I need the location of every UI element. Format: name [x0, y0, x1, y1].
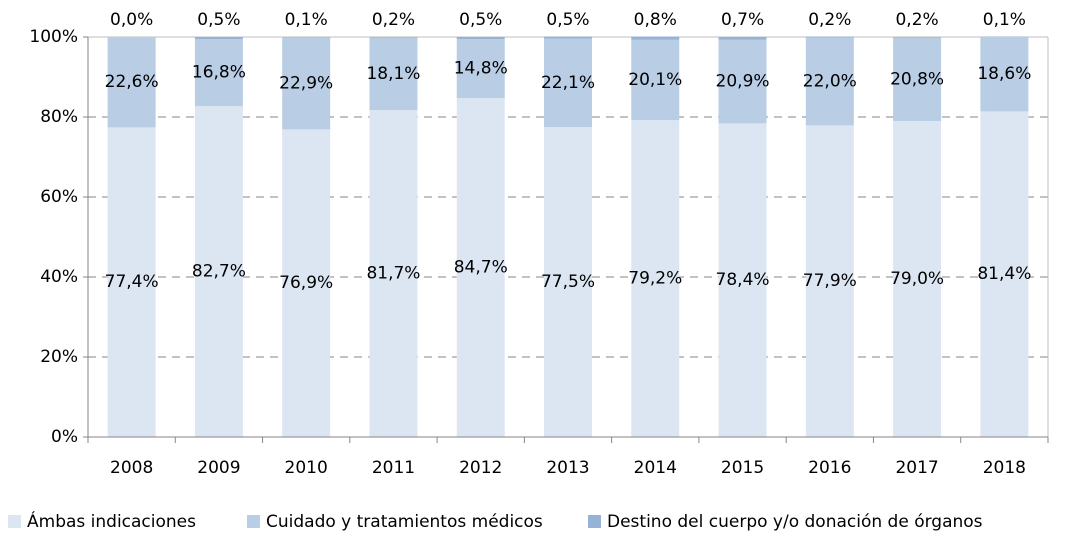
data-label: 0,5% — [459, 10, 502, 30]
data-label: 0,2% — [808, 10, 851, 30]
legend-swatch — [588, 515, 601, 528]
bar-segment — [980, 111, 1029, 438]
x-tick-label: 2011 — [372, 458, 415, 478]
bar-segment — [282, 129, 331, 437]
bar-segment — [544, 36, 592, 39]
bar-segment — [544, 127, 592, 437]
x-tick-label: 2018 — [983, 458, 1026, 478]
data-label: 20,9% — [716, 72, 770, 92]
data-label: 77,5% — [541, 272, 595, 292]
bar-segment — [456, 98, 505, 437]
bar-segment — [194, 37, 243, 39]
bar-segment — [369, 37, 418, 38]
data-label: 18,6% — [977, 64, 1031, 84]
data-label: 18,1% — [366, 64, 420, 84]
legend-label: Cuidado y tratamientos médicos — [266, 512, 543, 532]
x-tick-label: 2012 — [459, 458, 502, 478]
data-label: 22,9% — [279, 74, 333, 94]
legend-label: Ámbas indicaciones — [27, 510, 196, 532]
data-label: 77,9% — [803, 271, 857, 291]
data-label: 0,7% — [721, 10, 764, 30]
data-label: 0,0% — [110, 10, 153, 30]
data-label: 0,5% — [546, 10, 589, 30]
data-label: 82,7% — [192, 262, 246, 282]
bar-segment — [893, 37, 942, 121]
data-label: 76,9% — [279, 273, 333, 293]
bar-segment — [456, 39, 505, 99]
bar-segment — [544, 38, 592, 127]
data-label: 14,8% — [454, 59, 508, 79]
data-label: 20,1% — [628, 70, 682, 90]
bar-segment — [631, 120, 680, 437]
data-label: 84,7% — [454, 258, 508, 278]
bar-segment — [805, 37, 854, 126]
y-tick-label: 80% — [40, 107, 78, 127]
bar-segment — [631, 36, 680, 40]
x-tick-label: 2015 — [721, 458, 764, 478]
data-label: 0,2% — [372, 10, 415, 30]
y-tick-label: 0% — [51, 427, 78, 447]
x-tick-label: 2017 — [895, 458, 938, 478]
data-label: 0,2% — [895, 10, 938, 30]
bar-segment — [893, 37, 942, 38]
bar-segment — [107, 37, 156, 128]
bar-segment — [194, 106, 243, 437]
y-tick-label: 100% — [29, 27, 78, 47]
x-tick-label: 2009 — [197, 458, 240, 478]
data-label: 81,4% — [977, 264, 1031, 284]
data-label: 0,5% — [197, 10, 240, 30]
bar-segment — [194, 39, 243, 107]
bar-segment — [107, 127, 156, 438]
bar-segment — [718, 37, 767, 40]
bar-segment — [805, 125, 854, 438]
legend-swatch — [247, 515, 260, 528]
data-label: 0,8% — [634, 10, 677, 30]
legend-label: Destino del cuerpo y/o donación de órgan… — [607, 512, 983, 532]
data-label: 20,8% — [890, 69, 944, 89]
y-tick-label: 20% — [40, 347, 78, 367]
data-label: 0,1% — [285, 10, 328, 30]
bar-segment — [369, 110, 418, 437]
x-tick-label: 2010 — [285, 458, 328, 478]
bar-segment — [369, 37, 418, 111]
bar-segment — [631, 39, 680, 121]
data-label: 16,8% — [192, 63, 246, 83]
bar-segment — [456, 37, 505, 39]
x-tick-label: 2013 — [546, 458, 589, 478]
data-label: 79,0% — [890, 269, 944, 289]
data-label: 81,7% — [366, 264, 420, 284]
bar-segment — [805, 36, 854, 38]
y-tick-label: 40% — [40, 267, 78, 287]
data-label: 77,4% — [105, 272, 159, 292]
legend-swatch — [8, 515, 21, 528]
data-label: 0,1% — [983, 10, 1026, 30]
bar-segment — [282, 37, 331, 130]
y-tick-label: 60% — [40, 187, 78, 207]
x-tick-label: 2014 — [634, 458, 677, 478]
bar-segment — [980, 37, 1029, 112]
data-label: 22,6% — [105, 72, 159, 92]
bar-segment — [718, 123, 767, 438]
data-label: 22,0% — [803, 71, 857, 91]
x-tick-label: 2008 — [110, 458, 153, 478]
data-label: 22,1% — [541, 73, 595, 93]
data-label: 78,4% — [716, 270, 770, 290]
bar-segment — [893, 121, 942, 437]
bar-segment — [718, 39, 767, 124]
data-label: 79,2% — [628, 269, 682, 289]
x-tick-label: 2016 — [808, 458, 851, 478]
